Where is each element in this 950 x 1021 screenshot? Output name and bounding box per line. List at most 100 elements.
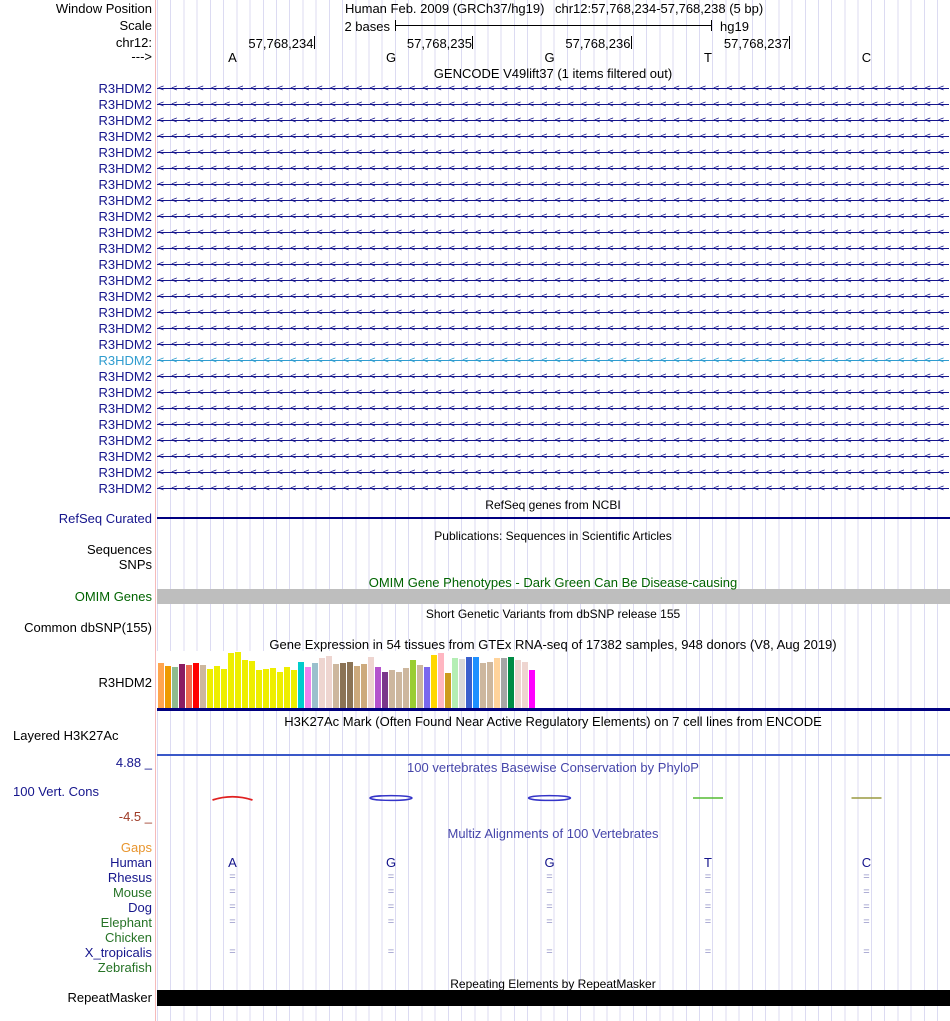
multiz-species-row[interactable]: Gaps (0, 840, 950, 855)
gtex-tissue-bar[interactable] (193, 663, 199, 708)
gtex-tissue-bar[interactable] (179, 664, 185, 708)
gtex-tissue-bar[interactable] (256, 670, 262, 708)
gtex-tissue-bar[interactable] (382, 672, 388, 708)
gtex-tissue-bar[interactable] (452, 658, 458, 708)
gtex-tissue-bar[interactable] (298, 662, 304, 708)
gencode-gene-label[interactable]: R3HDM2 (98, 129, 152, 144)
gencode-transcript[interactable]: <<<<<<<<<<<<<<<<<<<<<<<<<<<<<<<<<<<<<<<<… (157, 160, 949, 176)
multiz-species-row[interactable]: Mouse = = = = = (0, 885, 950, 900)
gencode-transcript[interactable]: <<<<<<<<<<<<<<<<<<<<<<<<<<<<<<<<<<<<<<<<… (157, 96, 949, 112)
gtex-tissue-bar[interactable] (270, 668, 276, 708)
gtex-tissue-bar[interactable] (312, 663, 318, 708)
gtex-tissue-bar[interactable] (508, 657, 514, 708)
gtex-tissue-bar[interactable] (319, 658, 325, 708)
multiz-species-label-gaps[interactable]: Gaps (120, 840, 152, 855)
gtex-tissue-bar[interactable] (326, 656, 332, 708)
multiz-species-row[interactable]: Zebrafish (0, 960, 950, 975)
gencode-gene-label[interactable]: R3HDM2 (98, 465, 152, 480)
gtex-tissue-bar[interactable] (424, 667, 430, 708)
gencode-gene-label[interactable]: R3HDM2 (98, 449, 152, 464)
gencode-transcript[interactable]: <<<<<<<<<<<<<<<<<<<<<<<<<<<<<<<<<<<<<<<<… (157, 240, 949, 256)
gtex-tissue-bar[interactable] (417, 665, 423, 708)
gencode-transcript[interactable]: <<<<<<<<<<<<<<<<<<<<<<<<<<<<<<<<<<<<<<<<… (157, 288, 949, 304)
phylop-mark-G[interactable] (369, 794, 413, 802)
multiz-species-label-rhesus[interactable]: Rhesus (107, 870, 152, 885)
refseq-gene-item[interactable] (157, 517, 950, 519)
multiz-species-label-dog[interactable]: Dog (128, 900, 152, 915)
gencode-gene-label[interactable]: R3HDM2 (98, 97, 152, 112)
snps-track-label[interactable]: SNPs (118, 557, 152, 572)
gencode-gene-label[interactable]: R3HDM2 (98, 481, 152, 496)
gencode-transcript[interactable]: <<<<<<<<<<<<<<<<<<<<<<<<<<<<<<<<<<<<<<<<… (157, 480, 949, 496)
multiz-species-label-chicken[interactable]: Chicken (105, 930, 152, 945)
gtex-tissue-bar[interactable] (410, 660, 416, 708)
gencode-gene-label[interactable]: R3HDM2 (98, 225, 152, 240)
gencode-transcript[interactable]: <<<<<<<<<<<<<<<<<<<<<<<<<<<<<<<<<<<<<<<<… (157, 416, 949, 432)
gencode-gene-label[interactable]: R3HDM2 (98, 433, 152, 448)
gtex-tissue-bar[interactable] (207, 669, 213, 708)
gencode-gene-label[interactable]: R3HDM2 (98, 273, 152, 288)
gtex-tissue-bar[interactable] (277, 672, 283, 708)
phylop-mark-A[interactable] (212, 795, 253, 801)
gtex-tissue-bar[interactable] (354, 666, 360, 708)
sequences-track-label[interactable]: Sequences (86, 542, 152, 557)
gtex-tissue-bar[interactable] (340, 663, 346, 708)
multiz-species-row[interactable]: Chicken (0, 930, 950, 945)
gtex-tissue-bar[interactable] (214, 666, 220, 708)
gtex-tissue-bar[interactable] (480, 663, 486, 708)
layered-h3k27ac-label[interactable]: Layered H3K27Ac (13, 728, 119, 743)
gencode-gene-label[interactable]: R3HDM2 (98, 177, 152, 192)
gtex-tissue-bar[interactable] (242, 660, 248, 708)
gencode-gene-label[interactable]: R3HDM2 (98, 401, 152, 416)
multiz-species-row[interactable]: Rhesus = = = = = (0, 870, 950, 885)
gtex-expression-bar-chart[interactable] (158, 652, 542, 708)
gencode-transcript[interactable]: <<<<<<<<<<<<<<<<<<<<<<<<<<<<<<<<<<<<<<<<… (157, 336, 949, 352)
gencode-transcript[interactable]: <<<<<<<<<<<<<<<<<<<<<<<<<<<<<<<<<<<<<<<<… (157, 112, 949, 128)
gtex-tissue-bar[interactable] (291, 670, 297, 708)
gtex-tissue-bar[interactable] (389, 670, 395, 708)
gtex-tissue-bar[interactable] (459, 659, 465, 708)
gencode-transcript[interactable]: <<<<<<<<<<<<<<<<<<<<<<<<<<<<<<<<<<<<<<<<… (157, 304, 949, 320)
gencode-gene-label[interactable]: R3HDM2 (98, 257, 152, 272)
gtex-tissue-bar[interactable] (403, 668, 409, 708)
gtex-tissue-bar[interactable] (522, 662, 528, 708)
gencode-transcript[interactable]: <<<<<<<<<<<<<<<<<<<<<<<<<<<<<<<<<<<<<<<<… (157, 320, 949, 336)
gtex-tissue-bar[interactable] (333, 664, 339, 708)
100-vert-cons-label[interactable]: 100 Vert. Cons (13, 784, 99, 799)
gencode-gene-label[interactable]: R3HDM2 (98, 353, 152, 368)
multiz-species-label-x_tropicalis[interactable]: X_tropicalis (84, 945, 152, 960)
gencode-transcript[interactable]: <<<<<<<<<<<<<<<<<<<<<<<<<<<<<<<<<<<<<<<<… (157, 432, 949, 448)
gtex-tissue-bar[interactable] (263, 669, 269, 708)
gencode-gene-label[interactable]: R3HDM2 (98, 81, 152, 96)
multiz-species-label-elephant[interactable]: Elephant (100, 915, 152, 930)
gtex-tissue-bar[interactable] (165, 666, 171, 708)
gtex-tissue-bar[interactable] (445, 673, 451, 708)
gtex-tissue-bar[interactable] (438, 653, 444, 708)
gtex-tissue-bar[interactable] (501, 658, 507, 708)
omim-gene-bar[interactable] (157, 589, 950, 604)
multiz-species-label-zebrafish[interactable]: Zebrafish (97, 960, 152, 975)
gencode-gene-label[interactable]: R3HDM2 (98, 385, 152, 400)
refseq-curated-label[interactable]: RefSeq Curated (58, 511, 152, 526)
gtex-tissue-bar[interactable] (249, 661, 255, 708)
gencode-transcript[interactable]: <<<<<<<<<<<<<<<<<<<<<<<<<<<<<<<<<<<<<<<<… (157, 400, 949, 416)
gencode-transcript[interactable]: <<<<<<<<<<<<<<<<<<<<<<<<<<<<<<<<<<<<<<<<… (157, 368, 949, 384)
multiz-species-row[interactable]: Dog = = = = = (0, 900, 950, 915)
gencode-gene-label[interactable]: R3HDM2 (98, 417, 152, 432)
gencode-transcript[interactable]: <<<<<<<<<<<<<<<<<<<<<<<<<<<<<<<<<<<<<<<<… (157, 128, 949, 144)
gencode-gene-label[interactable]: R3HDM2 (98, 289, 152, 304)
gencode-gene-label[interactable]: R3HDM2 (98, 145, 152, 160)
gtex-tissue-bar[interactable] (221, 669, 227, 708)
gencode-transcript[interactable]: <<<<<<<<<<<<<<<<<<<<<<<<<<<<<<<<<<<<<<<<… (157, 80, 949, 96)
gtex-tissue-bar[interactable] (200, 665, 206, 708)
repeatmasker-label[interactable]: RepeatMasker (67, 990, 152, 1005)
gencode-transcript[interactable]: <<<<<<<<<<<<<<<<<<<<<<<<<<<<<<<<<<<<<<<<… (157, 256, 949, 272)
multiz-species-row[interactable]: Elephant = = = = = (0, 915, 950, 930)
gtex-tissue-bar[interactable] (473, 657, 479, 708)
gtex-tissue-bar[interactable] (431, 655, 437, 708)
gtex-tissue-bar[interactable] (375, 667, 381, 708)
gtex-tissue-bar[interactable] (529, 670, 535, 708)
gencode-gene-label[interactable]: R3HDM2 (98, 193, 152, 208)
gencode-gene-label[interactable]: R3HDM2 (98, 321, 152, 336)
gencode-transcript[interactable]: <<<<<<<<<<<<<<<<<<<<<<<<<<<<<<<<<<<<<<<<… (157, 464, 949, 480)
